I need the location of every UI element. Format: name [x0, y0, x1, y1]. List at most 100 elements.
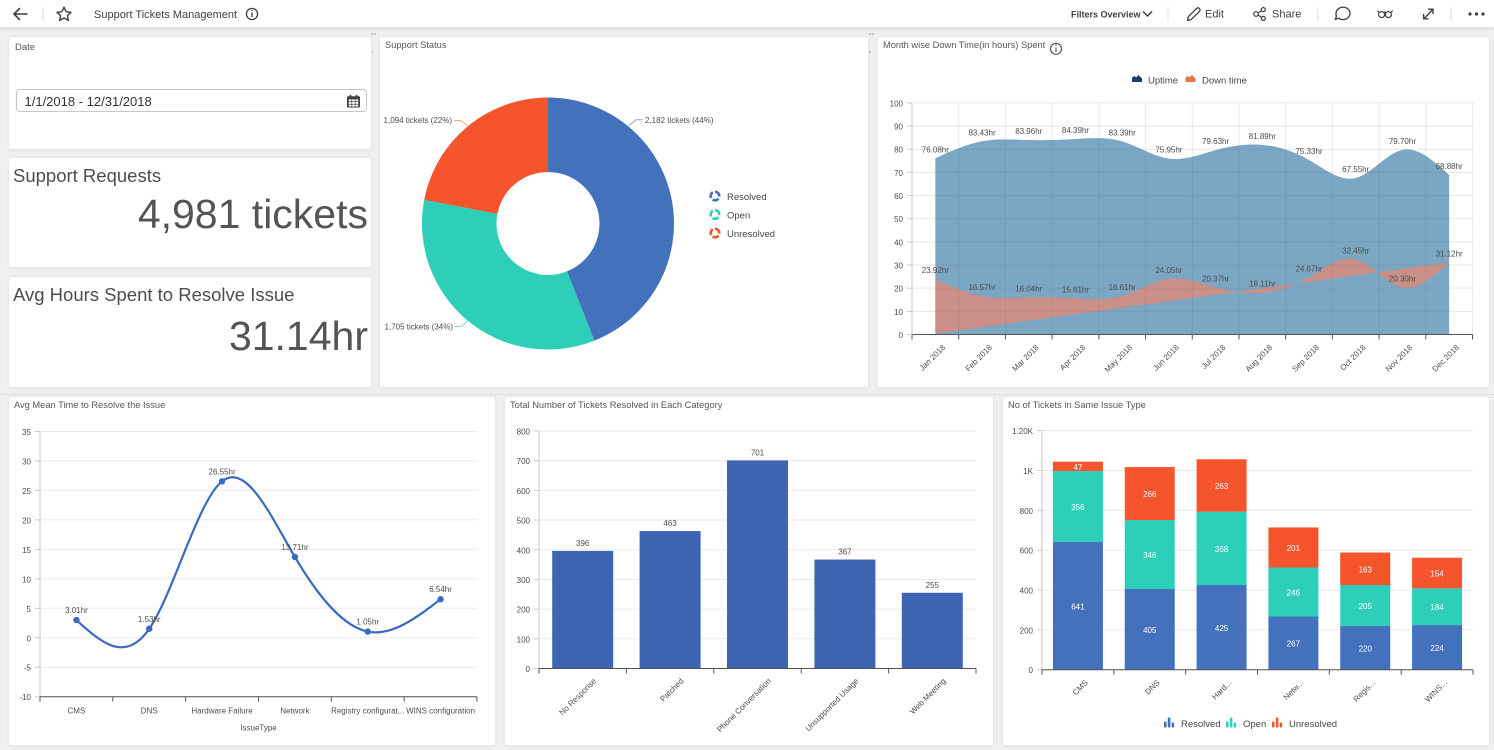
svg-text:0: 0: [1029, 666, 1034, 675]
svg-text:47: 47: [1073, 463, 1082, 472]
svg-text:1,094 tickets (22%): 1,094 tickets (22%): [384, 116, 453, 125]
svg-text:2,182 tickets (44%): 2,182 tickets (44%): [645, 116, 714, 125]
svg-text:701: 701: [751, 448, 765, 457]
svg-text:367: 367: [838, 548, 852, 557]
svg-text:200: 200: [1020, 626, 1034, 635]
svg-text:24.67hr: 24.67hr: [1295, 264, 1322, 273]
svg-text:35: 35: [22, 428, 31, 437]
svg-text:20.30hr: 20.30hr: [1389, 274, 1416, 283]
svg-text:0: 0: [526, 665, 531, 674]
svg-text:Resolved: Resolved: [727, 192, 767, 203]
svg-text:May 2018: May 2018: [1103, 343, 1135, 375]
svg-text:800: 800: [1020, 507, 1034, 516]
svg-text:80: 80: [894, 146, 903, 155]
svg-text:81.89hr: 81.89hr: [1249, 132, 1276, 141]
svg-text:Apr 2018: Apr 2018: [1058, 343, 1088, 373]
svg-text:255: 255: [926, 581, 940, 590]
svg-text:400: 400: [517, 546, 531, 555]
svg-text:90: 90: [894, 123, 903, 132]
svg-text:Web Meeting: Web Meeting: [908, 677, 948, 717]
svg-text:Edit: Edit: [1205, 9, 1224, 21]
svg-text:100: 100: [517, 635, 531, 644]
svg-text:1.20K: 1.20K: [1012, 427, 1034, 436]
svg-text:267: 267: [1287, 640, 1301, 649]
svg-text:79.63hr: 79.63hr: [1202, 137, 1229, 146]
svg-text:Sep 2018: Sep 2018: [1290, 343, 1321, 374]
svg-text:WINS...: WINS...: [1423, 678, 1449, 704]
svg-text:Oct 2018: Oct 2018: [1338, 343, 1368, 373]
svg-text:600: 600: [1020, 547, 1034, 556]
svg-text:Resolved: Resolved: [1181, 719, 1221, 730]
svg-text:Jun 2018: Jun 2018: [1151, 343, 1181, 373]
svg-text:Hardware Failure: Hardware Failure: [191, 707, 253, 716]
svg-text:15.61hr: 15.61hr: [1062, 285, 1089, 294]
svg-text:Unresolved: Unresolved: [727, 229, 775, 240]
svg-text:83.43hr: 83.43hr: [968, 128, 995, 137]
svg-text:18.11hr: 18.11hr: [1249, 280, 1276, 289]
svg-text:263: 263: [1215, 482, 1229, 491]
svg-text:CMS: CMS: [68, 707, 86, 716]
svg-text:396: 396: [576, 539, 590, 548]
svg-text:83.96hr: 83.96hr: [1015, 127, 1042, 136]
svg-text:IssueType: IssueType: [240, 724, 277, 733]
svg-text:368: 368: [1215, 545, 1229, 554]
svg-text:DNS: DNS: [1143, 678, 1161, 696]
svg-text:CMS: CMS: [1071, 678, 1090, 697]
svg-text:67.55hr: 67.55hr: [1342, 165, 1369, 174]
svg-text:31.12hr: 31.12hr: [1436, 249, 1463, 258]
svg-text:50: 50: [894, 215, 903, 224]
svg-text:246: 246: [1287, 588, 1301, 597]
svg-text:Feb 2018: Feb 2018: [964, 343, 995, 374]
svg-text:20.37hr: 20.37hr: [1202, 274, 1229, 283]
svg-text:60: 60: [894, 192, 903, 201]
svg-text:Network: Network: [280, 707, 310, 716]
svg-text:100: 100: [890, 99, 904, 108]
svg-text:25: 25: [22, 487, 31, 496]
svg-text:-5: -5: [24, 664, 32, 673]
svg-text:83.39hr: 83.39hr: [1109, 128, 1136, 137]
svg-text:Registry configurat...: Registry configurat...: [331, 707, 404, 716]
svg-text:13.71hr: 13.71hr: [281, 543, 308, 552]
svg-text:Mar 2018: Mar 2018: [1010, 343, 1041, 374]
svg-text:Unresolved: Unresolved: [1289, 719, 1337, 730]
svg-text:75.95hr: 75.95hr: [1155, 146, 1182, 155]
svg-text:224: 224: [1430, 644, 1444, 653]
svg-text:26.55hr: 26.55hr: [209, 467, 236, 476]
svg-text:16.61hr: 16.61hr: [1109, 283, 1136, 292]
svg-text:Aug 2018: Aug 2018: [1244, 343, 1275, 374]
svg-text:Hard...: Hard...: [1210, 678, 1233, 701]
svg-text:1.53hr: 1.53hr: [138, 615, 161, 624]
svg-text:30: 30: [894, 262, 903, 271]
svg-text:Regis...: Regis...: [1352, 678, 1378, 704]
svg-text:10: 10: [894, 308, 903, 317]
svg-text:15: 15: [22, 546, 31, 555]
svg-text:1,705 tickets (34%): 1,705 tickets (34%): [385, 323, 454, 332]
svg-text:Open: Open: [727, 211, 750, 222]
svg-text:154: 154: [1430, 570, 1444, 579]
svg-text:300: 300: [517, 576, 531, 585]
svg-text:40: 40: [894, 238, 903, 247]
svg-text:425: 425: [1215, 624, 1229, 633]
svg-text:Netw...: Netw...: [1282, 678, 1306, 702]
svg-text:400: 400: [1020, 587, 1034, 596]
svg-text:79.70hr: 79.70hr: [1389, 137, 1416, 146]
svg-text:16.04hr: 16.04hr: [1015, 284, 1042, 293]
svg-text:10: 10: [22, 575, 31, 584]
svg-text:Dec 2018: Dec 2018: [1430, 343, 1461, 374]
svg-text:641: 641: [1071, 602, 1085, 611]
svg-text:Jul 2018: Jul 2018: [1200, 343, 1228, 371]
svg-text:-10: -10: [19, 693, 31, 702]
svg-text:205: 205: [1359, 602, 1373, 611]
svg-text:Filters Overview: Filters Overview: [1071, 10, 1142, 20]
svg-text:20: 20: [22, 516, 31, 525]
svg-text:600: 600: [517, 487, 531, 496]
svg-text:Down time: Down time: [1202, 76, 1247, 87]
svg-text:Patched: Patched: [658, 677, 685, 704]
svg-text:200: 200: [517, 606, 531, 615]
svg-text:201: 201: [1287, 544, 1301, 553]
svg-text:500: 500: [517, 517, 531, 526]
svg-text:800: 800: [517, 428, 531, 437]
svg-text:6.54hr: 6.54hr: [429, 585, 452, 594]
svg-text:Unsupported Usage: Unsupported Usage: [804, 676, 861, 733]
svg-text:700: 700: [517, 457, 531, 466]
